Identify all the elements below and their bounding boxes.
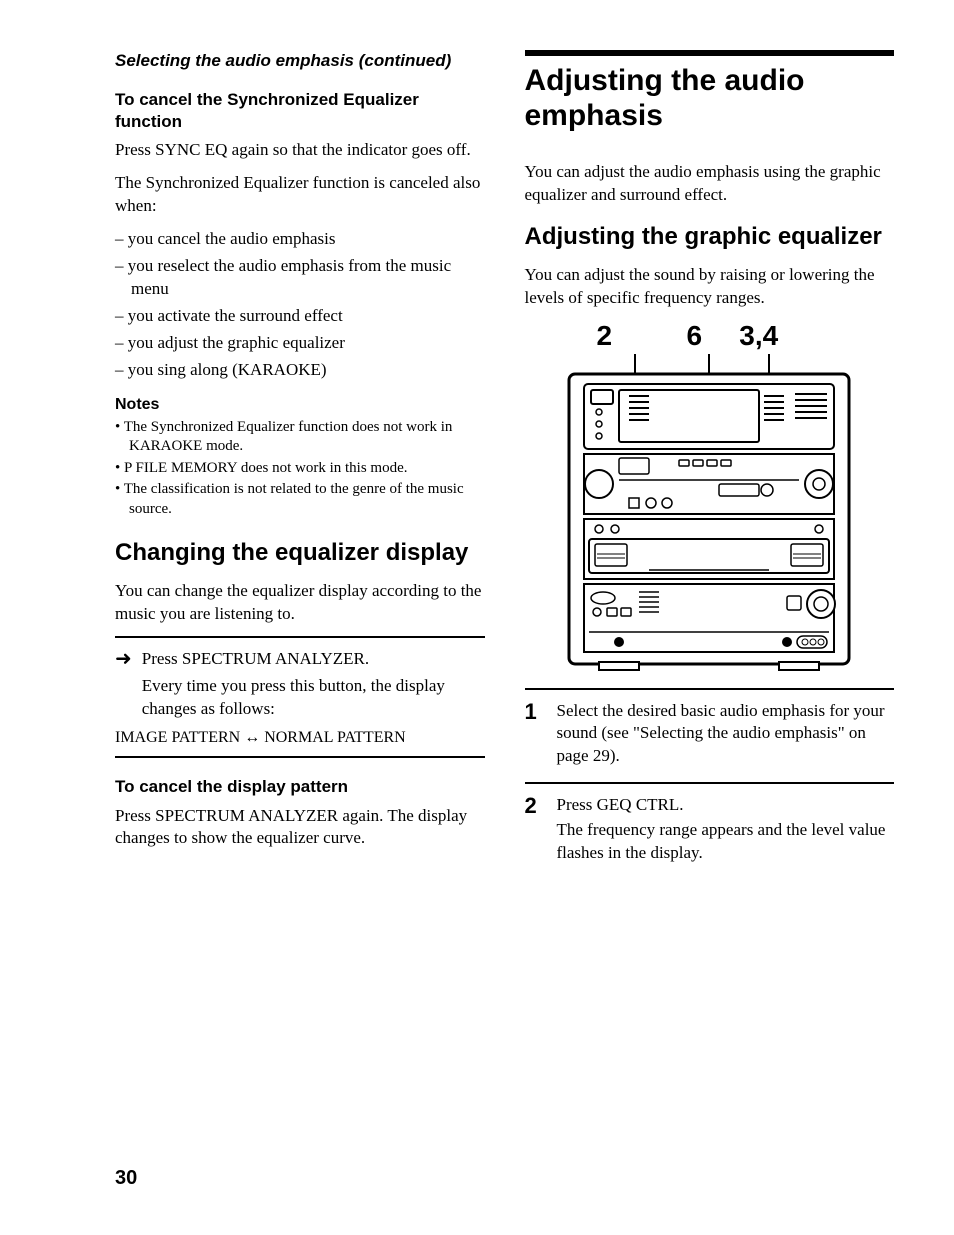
list-item: you activate the surround effect <box>115 305 485 328</box>
diagram-labels: 2 6 3,4 <box>559 320 859 352</box>
step-follow: The frequency range appears and the leve… <box>557 819 895 865</box>
arrow-follow: Every time you press this button, the di… <box>142 675 485 721</box>
step-2: 2 Press GEQ CTRL. The frequency range ap… <box>525 782 895 877</box>
spectrum-block: ➜ Press SPECTRUM ANALYZER. Every time yo… <box>115 636 485 758</box>
arrow-right-icon: ➜ <box>115 648 132 670</box>
diagram-label: 3,4 <box>739 320 859 352</box>
step-text: Select the desired basic audio emphasis … <box>557 700 895 769</box>
sub-intro: You can adjust the sound by raising or l… <box>525 264 895 310</box>
step-text: Press GEQ CTRL. <box>557 794 895 817</box>
cancel-sync-list: you cancel the audio emphasis you resele… <box>115 228 485 382</box>
list-item: you cancel the audio emphasis <box>115 228 485 251</box>
cancel-sync-title: To cancel the Synchronized Equalizer fun… <box>115 89 485 133</box>
list-item: The classification is not related to the… <box>115 480 485 519</box>
list-item: The Synchronized Equalizer function does… <box>115 418 485 457</box>
step-number: 1 <box>525 700 543 771</box>
list-item: you sing along (KARAOKE) <box>115 359 485 382</box>
continued-header: Selecting the audio emphasis (continued) <box>115 50 485 71</box>
cancel-sync-p2: The Synchronized Equalizer function is c… <box>115 172 485 218</box>
cancel-pattern-title: To cancel the display pattern <box>115 776 485 798</box>
diagram-label: 6 <box>649 320 739 352</box>
diagram-label: 2 <box>559 320 649 352</box>
cancel-sync-p1: Press SYNC EQ again so that the indicato… <box>115 139 485 162</box>
notes-label: Notes <box>115 396 485 414</box>
list-item: you adjust the graphic equalizer <box>115 332 485 355</box>
main-title: Adjusting the audio emphasis <box>525 64 895 133</box>
notes-list: The Synchronized Equalizer function does… <box>115 418 485 520</box>
step-1: 1 Select the desired basic audio emphasi… <box>525 688 895 783</box>
cancel-pattern-body: Press SPECTRUM ANALYZER again. The displ… <box>115 805 485 851</box>
pattern-line: IMAGE PATTERN ↔ NORMAL PATTERN <box>115 727 485 749</box>
change-eq-intro: You can change the equalizer display acc… <box>115 580 485 626</box>
step-number: 2 <box>525 794 543 865</box>
stereo-diagram <box>559 354 859 674</box>
arrow-lead: Press SPECTRUM ANALYZER. <box>142 648 485 671</box>
change-eq-title: Changing the equalizer display <box>115 539 485 568</box>
list-item: P FILE MEMORY does not work in this mode… <box>115 459 485 479</box>
page-number: 30 <box>115 1167 137 1190</box>
list-item: you reselect the audio emphasis from the… <box>115 255 485 301</box>
main-title-bar: Adjusting the audio emphasis <box>525 50 895 133</box>
main-intro: You can adjust the audio emphasis using … <box>525 161 895 207</box>
sub-title: Adjusting the graphic equalizer <box>525 223 895 252</box>
